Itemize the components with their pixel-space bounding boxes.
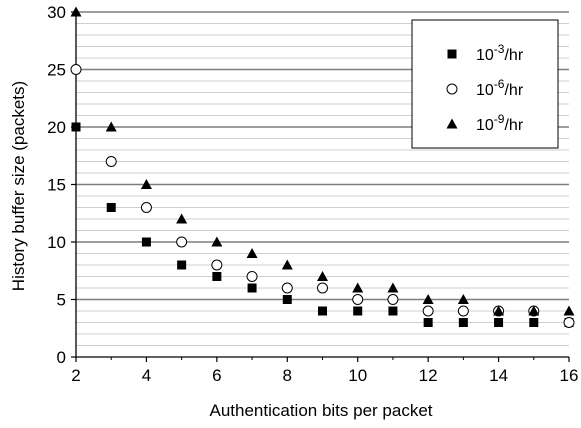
data-point <box>353 306 363 316</box>
x-tick-label: 2 <box>71 366 80 385</box>
legend-marker <box>446 118 458 129</box>
data-point <box>494 318 504 327</box>
data-point <box>212 272 222 281</box>
data-point <box>70 64 82 75</box>
y-axis-label: History buffer size (packets) <box>9 81 28 291</box>
data-point <box>282 295 292 304</box>
x-tick-label: 6 <box>212 366 221 385</box>
data-point <box>423 318 433 327</box>
data-point <box>387 294 399 305</box>
x-tick-label: 14 <box>489 366 508 385</box>
data-point <box>563 317 575 328</box>
x-tick-label: 16 <box>560 366 579 385</box>
data-point <box>176 213 188 224</box>
data-point <box>388 306 398 316</box>
data-point <box>563 305 575 316</box>
data-point <box>71 122 81 132</box>
data-point <box>246 271 258 282</box>
legend: 10-3/hr 10-6/hr 10-9/hr <box>411 19 559 149</box>
legend-label: 10-6/hr <box>476 77 524 99</box>
data-point <box>352 282 364 293</box>
data-point <box>211 259 223 271</box>
data-point <box>140 202 152 213</box>
data-point <box>529 318 539 327</box>
legend-label: 10-3/hr <box>476 42 524 64</box>
data-point <box>387 282 399 293</box>
data-point <box>317 271 328 281</box>
y-tick-label: 25 <box>47 61 66 80</box>
x-axis-label: Authentication bits per packet <box>209 401 432 420</box>
data-point <box>106 203 116 212</box>
data-point <box>493 305 505 316</box>
data-point <box>140 179 152 189</box>
data-point <box>177 260 187 270</box>
x-tick-label: 10 <box>348 366 367 385</box>
data-point <box>457 305 469 317</box>
legend-box <box>411 19 559 149</box>
legend-marker <box>447 49 457 59</box>
data-point <box>211 236 223 247</box>
data-point <box>141 237 151 247</box>
data-point <box>422 294 434 304</box>
legend-label: 10-9/hr <box>476 112 524 134</box>
data-point <box>318 306 327 316</box>
y-tick-label: 20 <box>47 118 66 137</box>
y-tick-label: 0 <box>57 348 66 367</box>
data-point <box>70 6 82 17</box>
y-tick-label: 30 <box>47 3 66 22</box>
data-point <box>422 305 434 317</box>
data-point <box>246 248 258 258</box>
data-point <box>528 305 540 316</box>
data-point <box>176 236 188 248</box>
data-point <box>105 121 117 132</box>
data-point <box>352 294 364 305</box>
data-point <box>281 282 293 294</box>
data-point <box>281 259 293 270</box>
x-tick-label: 12 <box>419 366 438 385</box>
data-point <box>317 282 328 294</box>
data-point <box>457 294 469 304</box>
x-tick-label: 4 <box>142 366 151 385</box>
x-tick-label: 8 <box>283 366 292 385</box>
tick-labels: 0 5 10 15 20 25 30 2 4 6 8 10 12 14 16 <box>47 3 578 385</box>
data-points <box>70 6 575 328</box>
y-tick-label: 5 <box>57 291 66 310</box>
legend-marker <box>446 83 458 95</box>
y-tick-label: 10 <box>47 233 66 252</box>
data-point <box>247 283 257 293</box>
data-point <box>458 318 468 327</box>
y-tick-label: 15 <box>47 176 66 195</box>
data-point <box>105 156 117 167</box>
